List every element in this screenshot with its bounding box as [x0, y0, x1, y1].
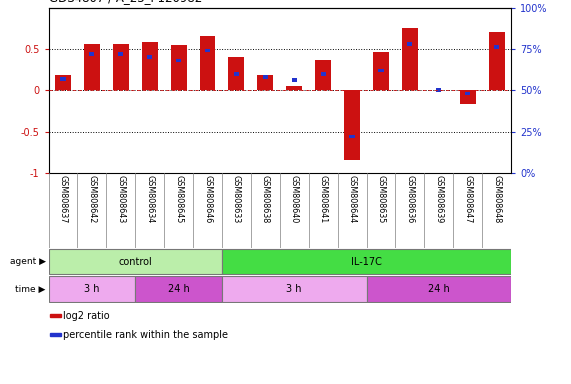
Bar	[89, 52, 94, 56]
Bar	[460, 90, 476, 104]
Text: GSM808641: GSM808641	[319, 175, 328, 223]
Bar	[205, 49, 210, 53]
Bar	[222, 276, 367, 302]
Bar	[258, 75, 274, 90]
Bar	[135, 276, 222, 302]
Bar	[234, 72, 239, 76]
Bar	[320, 72, 325, 76]
Text: 3 h: 3 h	[287, 284, 302, 294]
Bar	[84, 44, 100, 90]
Bar	[292, 78, 297, 82]
Bar	[349, 135, 355, 138]
Text: time ▶: time ▶	[15, 285, 46, 294]
Bar	[50, 314, 61, 318]
Text: 24 h: 24 h	[428, 284, 449, 294]
Text: GSM808634: GSM808634	[145, 175, 154, 223]
Bar	[113, 44, 128, 90]
Bar	[50, 333, 61, 336]
Text: GSM808643: GSM808643	[116, 175, 125, 223]
Text: log2 ratio: log2 ratio	[63, 311, 110, 321]
Text: 3 h: 3 h	[84, 284, 100, 294]
Bar	[465, 92, 471, 95]
Bar	[344, 90, 360, 161]
Text: GSM808639: GSM808639	[435, 175, 443, 223]
Bar	[61, 77, 66, 81]
Bar	[489, 33, 505, 90]
Text: GSM808638: GSM808638	[261, 175, 270, 223]
Text: percentile rank within the sample: percentile rank within the sample	[63, 330, 228, 340]
Bar	[49, 249, 222, 274]
Bar	[407, 42, 412, 46]
Text: GSM808646: GSM808646	[203, 175, 212, 223]
Text: 24 h: 24 h	[168, 284, 190, 294]
Bar	[494, 45, 499, 49]
Bar	[286, 86, 302, 90]
Text: GSM808647: GSM808647	[463, 175, 472, 223]
Text: GSM808635: GSM808635	[376, 175, 385, 223]
Text: GSM808637: GSM808637	[58, 175, 67, 223]
Bar	[55, 75, 71, 90]
Bar	[367, 276, 511, 302]
Bar	[315, 60, 331, 90]
Text: control: control	[118, 257, 152, 266]
Text: GSM808633: GSM808633	[232, 175, 241, 223]
Bar	[228, 57, 244, 90]
Text: IL-17C: IL-17C	[351, 257, 382, 266]
Bar	[142, 41, 158, 90]
Text: agent ▶: agent ▶	[10, 257, 46, 266]
Text: GSM808640: GSM808640	[289, 175, 299, 223]
Text: GSM808642: GSM808642	[87, 175, 96, 223]
Text: GDS4807 / A_23_P120982: GDS4807 / A_23_P120982	[49, 0, 202, 4]
Bar	[118, 52, 123, 56]
Bar	[379, 69, 384, 72]
Text: GSM808644: GSM808644	[348, 175, 356, 223]
Text: GSM808645: GSM808645	[174, 175, 183, 223]
Bar	[171, 45, 187, 90]
Bar	[222, 249, 511, 274]
Bar	[176, 59, 181, 62]
Bar	[373, 52, 389, 90]
Bar	[263, 75, 268, 79]
Bar	[147, 55, 152, 59]
Bar	[49, 276, 135, 302]
Bar	[436, 88, 441, 92]
Text: GSM808648: GSM808648	[492, 175, 501, 223]
Bar	[200, 36, 215, 90]
Text: GSM808636: GSM808636	[405, 175, 415, 223]
Bar	[402, 28, 418, 90]
